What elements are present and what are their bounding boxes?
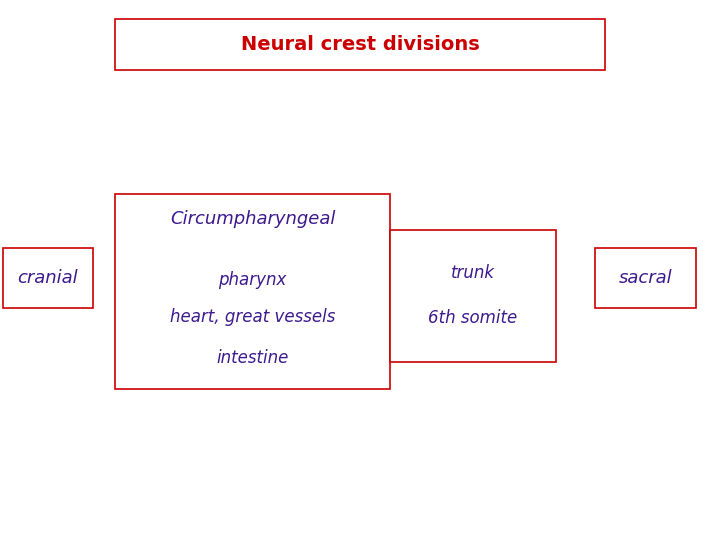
- FancyBboxPatch shape: [390, 230, 556, 362]
- FancyBboxPatch shape: [3, 248, 93, 308]
- Text: sacral: sacral: [619, 269, 672, 287]
- Text: 6th somite: 6th somite: [428, 309, 518, 327]
- Text: Circumpharyngeal: Circumpharyngeal: [170, 210, 336, 228]
- Text: cranial: cranial: [17, 269, 78, 287]
- Text: trunk: trunk: [451, 264, 495, 282]
- Text: heart, great vessels: heart, great vessels: [170, 308, 336, 326]
- Text: Neural crest divisions: Neural crest divisions: [240, 35, 480, 54]
- FancyBboxPatch shape: [595, 248, 696, 308]
- FancyBboxPatch shape: [115, 19, 605, 70]
- FancyBboxPatch shape: [115, 194, 390, 389]
- Text: intestine: intestine: [217, 349, 289, 367]
- Text: pharynx: pharynx: [219, 271, 287, 289]
